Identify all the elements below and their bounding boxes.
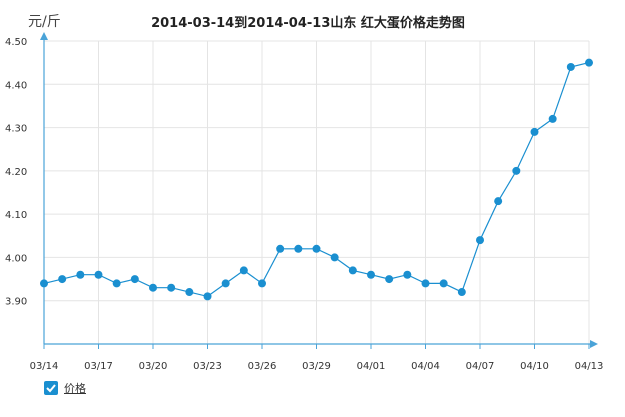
x-tick-label: 03/20 bbox=[139, 361, 168, 372]
x-tick-label: 03/29 bbox=[302, 361, 331, 372]
data-point bbox=[149, 283, 157, 292]
data-point bbox=[403, 270, 412, 279]
data-point bbox=[40, 279, 48, 288]
x-tick-label: 03/14 bbox=[30, 361, 59, 372]
data-point bbox=[494, 197, 503, 206]
axes bbox=[40, 32, 598, 349]
check-icon[interactable] bbox=[44, 381, 58, 395]
x-tick-label: 04/04 bbox=[411, 361, 440, 372]
data-point bbox=[312, 244, 321, 253]
data-point bbox=[457, 288, 466, 297]
data-point bbox=[548, 114, 557, 123]
y-axis-unit: 元/斤 bbox=[28, 14, 61, 30]
data-point bbox=[239, 266, 248, 275]
data-point bbox=[221, 279, 230, 288]
y-tick-label: 4.30 bbox=[5, 124, 27, 135]
x-tick-label: 03/23 bbox=[193, 361, 222, 372]
data-point bbox=[94, 270, 103, 279]
data-point bbox=[530, 127, 539, 136]
data-points bbox=[40, 58, 593, 301]
data-point bbox=[421, 279, 430, 288]
y-tick-label: 4.00 bbox=[5, 253, 27, 264]
data-point bbox=[76, 270, 85, 279]
data-point bbox=[348, 266, 357, 275]
data-point bbox=[512, 166, 521, 175]
grid bbox=[43, 40, 590, 344]
data-point bbox=[330, 253, 339, 262]
data-point bbox=[385, 275, 394, 284]
x-tick-label: 04/10 bbox=[520, 361, 549, 372]
x-tick-label: 03/17 bbox=[84, 361, 113, 372]
y-tick-label: 4.10 bbox=[5, 210, 27, 221]
data-point bbox=[167, 283, 176, 292]
y-tick-label: 4.40 bbox=[5, 80, 27, 91]
legend-label[interactable]: 价格 bbox=[64, 382, 86, 395]
y-tick-label: 3.90 bbox=[5, 297, 27, 308]
x-tick-label: 04/07 bbox=[466, 361, 495, 372]
data-point bbox=[58, 275, 67, 284]
data-point bbox=[585, 58, 593, 67]
y-axis-arrow bbox=[40, 32, 48, 40]
data-point bbox=[258, 279, 266, 288]
x-tick-label: 04/01 bbox=[357, 361, 386, 372]
y-tick-label: 4.50 bbox=[5, 37, 27, 48]
y-tick-label: 4.20 bbox=[5, 167, 27, 178]
legend-item-price[interactable]: 价格 bbox=[44, 380, 86, 396]
x-tick-label: 03/26 bbox=[248, 361, 277, 372]
data-point bbox=[439, 279, 448, 288]
data-point bbox=[476, 236, 484, 245]
data-point bbox=[112, 279, 121, 288]
x-tick-label: 04/13 bbox=[575, 361, 604, 372]
data-point bbox=[276, 244, 285, 253]
tick-labels: 4.50 4.40 4.30 4.20 4.10 4.00 3.90 03/14 03/17 03… bbox=[5, 37, 603, 372]
x-axis-arrow bbox=[590, 340, 598, 348]
data-point bbox=[185, 288, 194, 297]
data-point bbox=[367, 270, 375, 279]
data-point bbox=[294, 244, 303, 253]
data-point bbox=[566, 62, 575, 71]
chart-title: 2014-03-14到2014-04-13山东 红大蛋价格走势图 bbox=[151, 15, 465, 31]
data-point bbox=[203, 292, 212, 301]
data-point bbox=[130, 275, 139, 284]
